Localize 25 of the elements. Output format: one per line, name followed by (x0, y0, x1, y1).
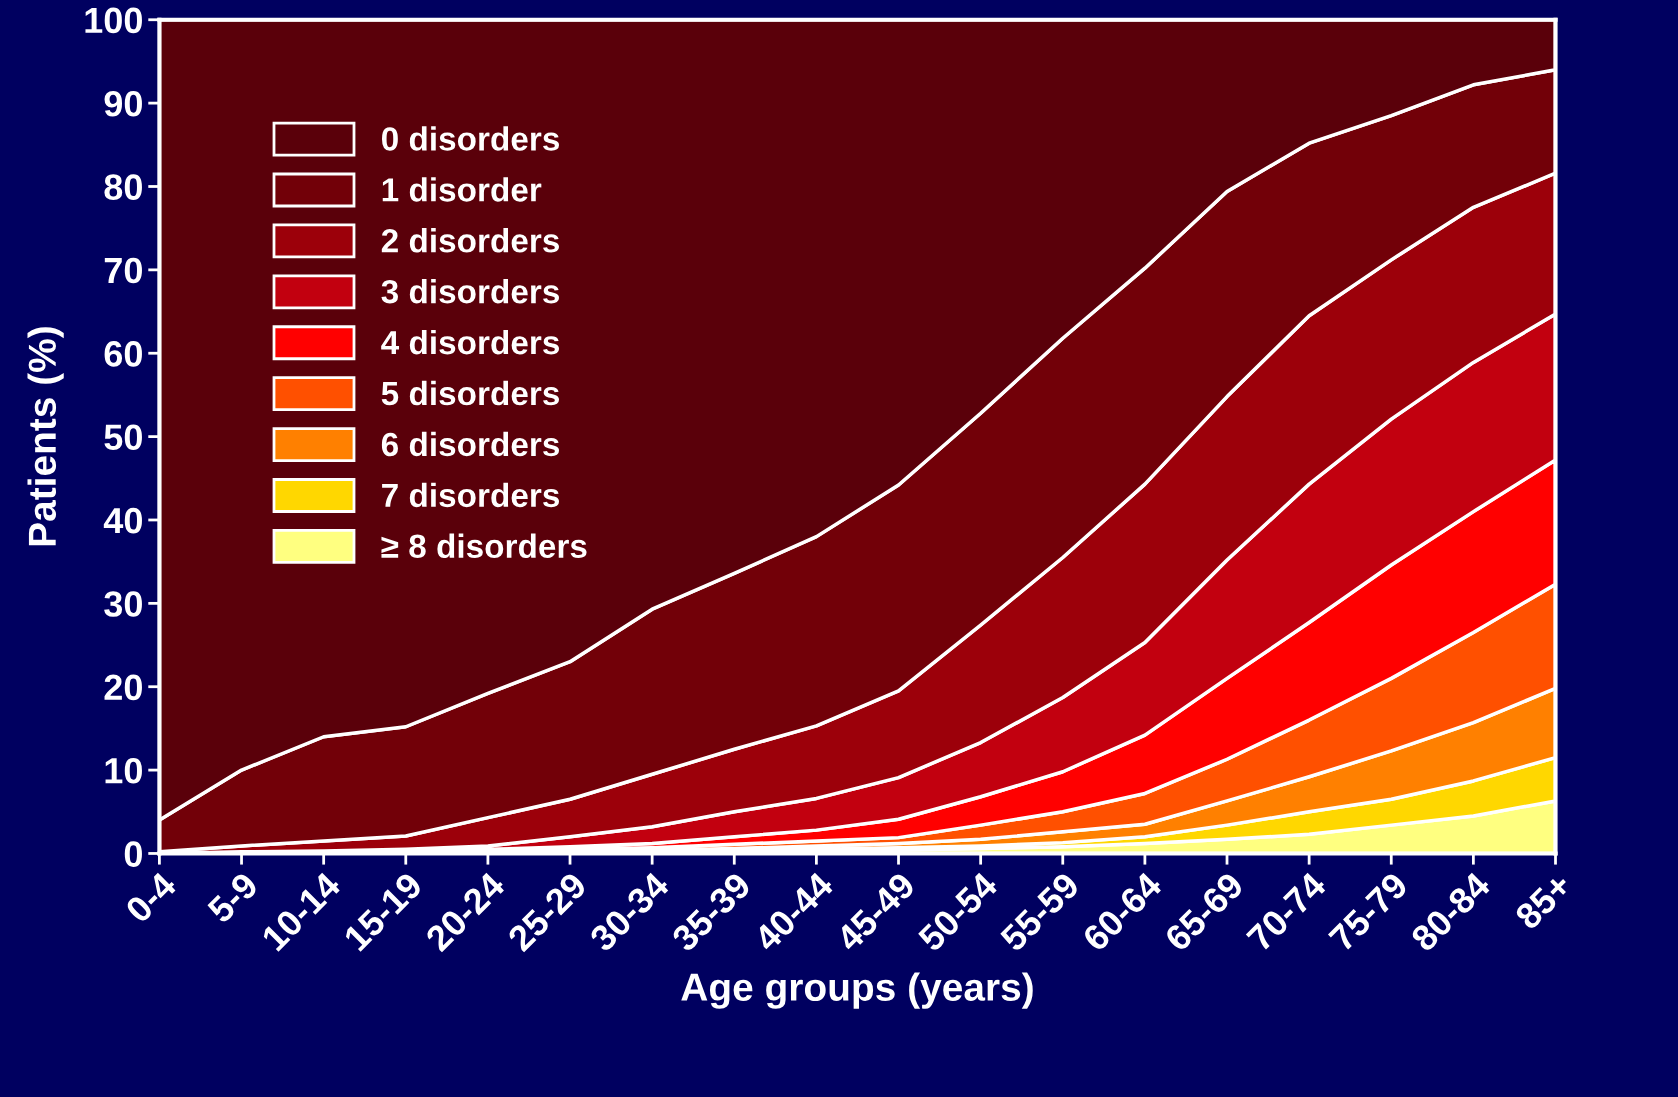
legend-label: ≥ 8 disorders (381, 533, 587, 559)
y-tick-label: 10 (105, 757, 142, 784)
y-axis-title: Patients (%) (27, 327, 64, 546)
legend-label: 3 disorders (381, 279, 559, 304)
y-tick-label: 80 (104, 174, 142, 200)
y-tick-label: 90 (104, 90, 142, 117)
y-tick-label: 70 (104, 257, 142, 284)
y-tick-label: 50 (104, 424, 142, 451)
legend-label: 0 disorders (381, 126, 559, 151)
y-tick-label: 30 (104, 591, 142, 617)
y-tick-label: 60 (104, 341, 142, 367)
x-tick-label: 5-9 (206, 871, 260, 925)
y-tick-label: 100 (85, 7, 142, 34)
x-tick-label: 0-4 (124, 870, 179, 925)
legend-label: 7 disorders (382, 482, 559, 508)
legend-label: 4 disorders (381, 329, 559, 355)
y-tick-label: 40 (103, 507, 142, 534)
legend-label: 1 disorder (382, 177, 542, 202)
legend-label: 2 disorders (381, 228, 559, 253)
y-tick-label: 0 (124, 841, 142, 867)
x-tick-label: 85+ (1513, 871, 1574, 931)
legend-label: 6 disorders (381, 431, 559, 457)
legend-label: 5 disorders (381, 380, 559, 406)
y-tick-label: 20 (104, 674, 142, 701)
x-axis-title: Age groups (years) (681, 972, 1033, 1009)
